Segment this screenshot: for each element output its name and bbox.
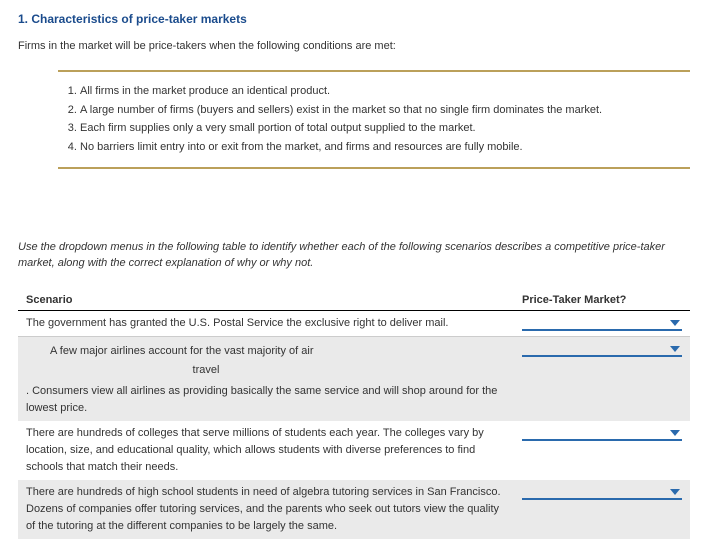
rule-item: No barriers limit entry into or exit fro… xyxy=(80,138,690,157)
col-scenario-header: Scenario xyxy=(18,290,514,311)
rule-divider-bottom xyxy=(58,167,690,169)
table-row: There are hundreds of colleges that serv… xyxy=(18,421,690,480)
pricetaker-dropdown[interactable] xyxy=(522,425,682,441)
rule-item: Each firm supplies only a very small por… xyxy=(80,119,690,138)
scenario-line: travel xyxy=(26,362,386,383)
rules-list: All firms in the market produce an ident… xyxy=(58,82,690,157)
col-pricetaker-header: Price-Taker Market? xyxy=(514,290,690,311)
scenario-table: Scenario Price-Taker Market? The governm… xyxy=(18,290,690,540)
table-row: There are hundreds of high school studen… xyxy=(18,480,690,539)
rule-divider-top xyxy=(58,70,690,72)
table-row: The government has granted the U.S. Post… xyxy=(18,310,690,336)
rule-item: A large number of firms (buyers and sell… xyxy=(80,101,690,120)
scenario-cell: There are hundreds of high school studen… xyxy=(18,480,514,539)
scenario-cell: The government has granted the U.S. Post… xyxy=(18,310,514,336)
scenario-line: . Consumers view all airlines as providi… xyxy=(26,385,497,414)
page-heading: 1. Characteristics of price-taker market… xyxy=(18,12,690,26)
rule-item: All firms in the market produce an ident… xyxy=(80,82,690,101)
intro-text: Firms in the market will be price-takers… xyxy=(18,40,690,52)
pricetaker-dropdown[interactable] xyxy=(522,484,682,500)
pricetaker-dropdown[interactable] xyxy=(522,341,682,357)
pricetaker-dropdown[interactable] xyxy=(522,315,682,331)
scenario-cell: There are hundreds of colleges that serv… xyxy=(18,421,514,480)
scenario-cell: A few major airlines account for the vas… xyxy=(18,336,514,421)
scenario-line: A few major airlines account for the vas… xyxy=(26,341,506,362)
instructions-text: Use the dropdown menus in the following … xyxy=(18,239,690,272)
rules-box: All firms in the market produce an ident… xyxy=(58,70,690,169)
table-row: A few major airlines account for the vas… xyxy=(18,336,690,421)
